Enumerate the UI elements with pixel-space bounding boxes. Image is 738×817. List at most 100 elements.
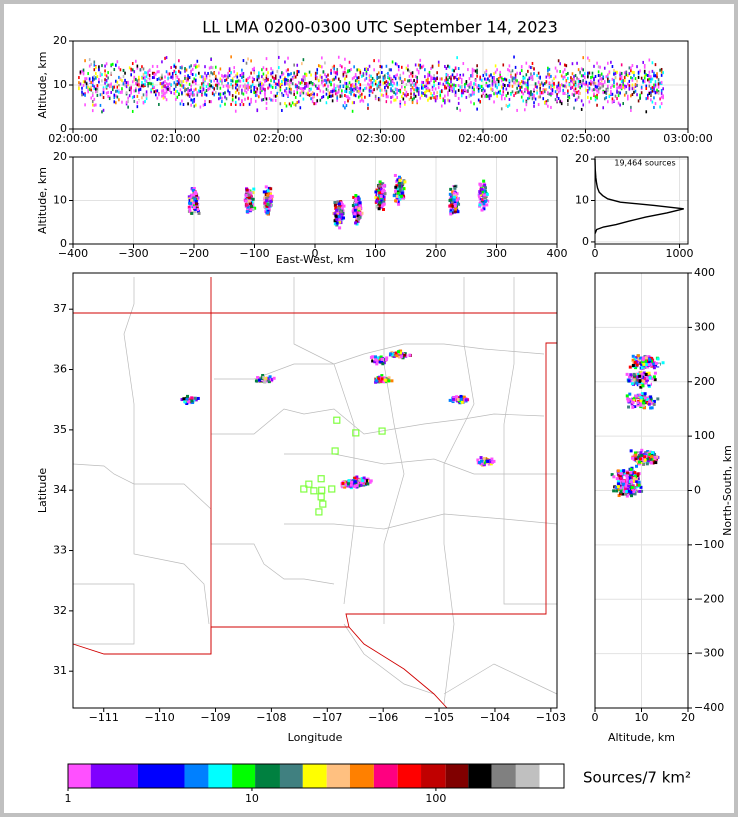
source-cell: [213, 87, 216, 91]
source-cell: [107, 71, 109, 75]
source-cell: [480, 88, 483, 92]
source-cell: [339, 63, 342, 67]
source-cell: [616, 86, 618, 90]
source-cell: [355, 475, 359, 479]
source-cell: [81, 69, 83, 73]
source-cell: [648, 376, 652, 380]
source-cell: [594, 81, 597, 85]
source-cell: [139, 87, 142, 91]
source-cell: [238, 87, 240, 91]
source-cell: [507, 91, 509, 95]
source-cell: [427, 77, 429, 81]
source-cell: [266, 209, 270, 213]
source-cell: [382, 200, 386, 204]
source-cell: [340, 203, 344, 207]
source-cell: [647, 93, 649, 97]
source-cell: [385, 378, 389, 382]
source-cell: [339, 80, 342, 84]
source-cell: [456, 77, 458, 81]
source-cell: [231, 98, 234, 102]
source-cell: [479, 77, 482, 81]
source-cell: [264, 91, 266, 95]
source-cell: [270, 194, 274, 198]
source-cell: [265, 106, 268, 110]
source-cell: [287, 93, 289, 97]
source-cell: [293, 102, 295, 106]
source-cell: [139, 68, 142, 72]
source-cell: [337, 90, 340, 94]
source-cell: [194, 63, 197, 67]
source-cell: [196, 93, 199, 97]
source-cell: [457, 101, 460, 105]
source-cell: [565, 85, 568, 89]
source-cell: [394, 74, 397, 78]
source-cell: [279, 102, 282, 106]
source-cell: [221, 74, 223, 78]
source-cell: [447, 73, 449, 77]
source-cell: [453, 209, 457, 213]
x-tick-label: 1000: [666, 247, 694, 260]
source-cell: [474, 83, 477, 87]
source-cell: [133, 99, 136, 103]
plot-frame: [72, 40, 689, 130]
source-cell: [577, 68, 580, 72]
source-cell: [193, 99, 196, 103]
source-cell: [470, 82, 472, 86]
source-cell: [519, 85, 521, 89]
figure: LL LMA 0200-0300 UTC September 14, 2023 …: [36, 18, 734, 806]
source-cell: [511, 78, 514, 82]
source-cell: [313, 95, 315, 99]
source-cell: [96, 93, 99, 97]
source-cell: [464, 88, 466, 92]
y-tick-label: 33: [53, 544, 67, 557]
station: [317, 493, 325, 501]
source-cell: [642, 379, 646, 383]
source-cell: [479, 100, 482, 104]
source-cell: [579, 86, 581, 90]
source-cell: [428, 70, 431, 74]
source-cell: [250, 191, 254, 195]
source-cell: [310, 103, 312, 107]
source-cell: [122, 74, 125, 78]
source-cell: [192, 206, 196, 210]
source-cell: [559, 70, 561, 74]
source-cell: [639, 396, 643, 400]
source-cell: [437, 60, 440, 64]
source-cell: [479, 183, 483, 187]
source-cell: [387, 81, 389, 85]
source-cell: [302, 58, 305, 62]
source-cell: [355, 485, 359, 489]
source-cell: [127, 81, 129, 85]
source-cell: [514, 73, 517, 77]
source-cell: [262, 66, 265, 70]
source-cell: [378, 191, 382, 195]
source-cell: [342, 70, 345, 74]
source-cell: [185, 397, 189, 401]
source-cell: [325, 101, 328, 105]
source-cell: [357, 217, 361, 221]
source-cell: [234, 95, 237, 99]
source-cell: [480, 461, 484, 465]
source-cell: [248, 75, 251, 79]
source-cell: [266, 189, 270, 193]
source-cell: [205, 74, 208, 78]
source-cell: [228, 69, 231, 73]
source-cell: [442, 82, 445, 86]
source-cell: [579, 70, 581, 74]
source-cell: [284, 101, 286, 105]
source-cell: [208, 100, 211, 104]
source-cell: [637, 487, 641, 491]
source-cell: [297, 70, 300, 74]
source-cell: [165, 70, 168, 74]
source-cell: [341, 91, 343, 95]
source-cell: [473, 92, 475, 96]
source-cell: [465, 81, 468, 85]
source-cluster: [340, 479, 363, 490]
source-cell: [345, 94, 348, 98]
source-cell: [643, 406, 647, 410]
source-cell: [373, 88, 375, 92]
source-cell: [274, 94, 277, 98]
source-cell: [528, 91, 531, 95]
source-cell: [364, 95, 366, 99]
source-cell: [403, 353, 407, 357]
